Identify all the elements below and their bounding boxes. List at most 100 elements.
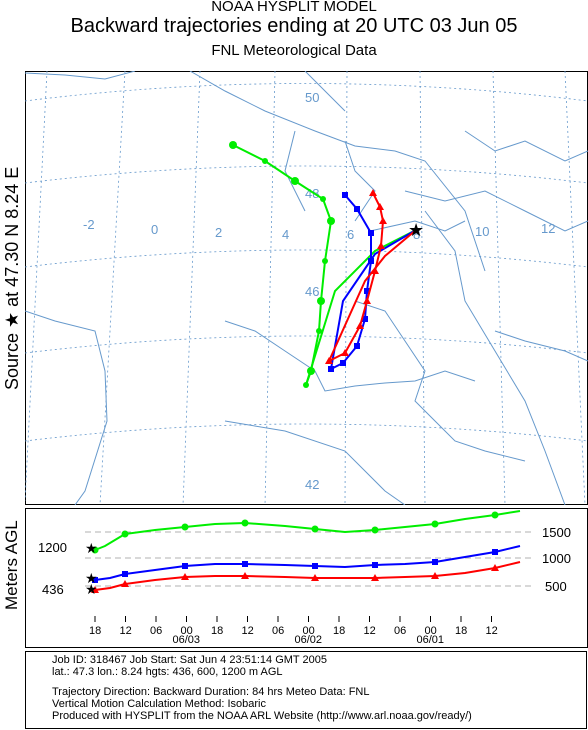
green-altitude-marker	[431, 520, 439, 528]
model-title: NOAA HYSPLIT MODEL	[211, 0, 377, 15]
green-altitude-marker	[491, 511, 499, 519]
green-altitude-marker	[371, 526, 379, 534]
start-star-icon: ★	[85, 540, 98, 556]
longitude-label: 0	[151, 222, 158, 237]
green-trajectory-marker	[317, 297, 325, 305]
red-altitude-line	[94, 561, 521, 591]
green-altitude-marker	[311, 525, 319, 533]
blue-trajectory-marker	[328, 366, 334, 372]
altitude-axis-label: Meters AGL	[2, 520, 21, 610]
direction-line: Trajectory Direction: Backward Duration:…	[52, 686, 370, 698]
red-altitude-marker	[241, 572, 249, 579]
green-trajectory-marker	[327, 217, 335, 225]
date-label-1: 06/03	[172, 634, 201, 646]
green-altitude-marker	[241, 519, 249, 527]
green-trajectory-marker	[307, 367, 315, 375]
red-altitude-marker	[91, 586, 99, 593]
date-label-3: 06/01	[416, 634, 445, 646]
start-star-icon: ★	[85, 570, 98, 586]
blue-altitude-marker	[492, 549, 498, 555]
red-trajectory-marker	[356, 322, 364, 329]
red-altitude-marker	[371, 574, 379, 581]
red-altitude-marker	[491, 564, 499, 571]
red-trajectory-marker	[369, 189, 377, 196]
map-frame	[25, 71, 588, 505]
green-trajectory-line	[232, 144, 333, 386]
red-altitude-marker	[311, 574, 319, 581]
blue-trajectory-marker	[364, 288, 370, 294]
time-tick-label: 18	[211, 625, 223, 637]
job-line: Job ID: 318467 Job Start: Sat Jun 4 23:5…	[52, 654, 327, 666]
vertical-method-line: Vertical Motion Calculation Method: Isob…	[52, 698, 266, 710]
time-tick-label: 00	[303, 625, 315, 637]
time-tick-label: 12	[120, 625, 132, 637]
start-height-label-low: 436	[42, 582, 64, 597]
latitude-label: 42	[305, 477, 319, 492]
time-tick-label: 12	[364, 625, 376, 637]
location-line: lat.: 47.3 lon.: 8.24 hgts: 436, 600, 12…	[52, 666, 283, 678]
blue-altitude-marker	[122, 571, 128, 577]
date-label-2: 06/02	[294, 634, 323, 646]
altitude-tick-label: 500	[545, 579, 567, 594]
blue-trajectory-marker	[368, 230, 374, 236]
green-altitude-line	[94, 510, 521, 551]
red-trajectory-marker	[363, 297, 371, 304]
blue-altitude-marker	[432, 559, 438, 565]
latitude-label: 46	[305, 284, 319, 299]
green-trajectory-marker	[291, 177, 299, 185]
time-tick-label: 18	[89, 625, 101, 637]
blue-trajectory-marker	[362, 316, 368, 322]
source-star-icon: ★	[408, 220, 424, 240]
time-tick-label: 06	[150, 625, 162, 637]
blue-trajectory-return-line	[330, 229, 417, 370]
red-altitude-marker	[121, 580, 129, 587]
time-tick-label: 06	[272, 625, 284, 637]
green-trajectory-marker	[229, 141, 237, 149]
time-tick-label: 12	[242, 625, 254, 637]
time-tick-label: 12	[486, 625, 498, 637]
blue-altitude-marker	[182, 563, 188, 569]
blue-trajectory-marker	[340, 360, 346, 366]
red-altitude-marker	[181, 573, 189, 580]
lat-lon-grid	[25, 71, 588, 505]
longitude-label: 4	[282, 227, 289, 242]
blue-trajectory-marker	[354, 206, 360, 212]
time-tick-label: 00	[181, 625, 193, 637]
longitude-label: 6	[347, 227, 354, 242]
blue-altitude-line	[94, 545, 521, 581]
blue-trajectory-marker	[354, 343, 360, 349]
coastlines	[25, 71, 588, 505]
data-source-title: FNL Meteorological Data	[211, 42, 377, 59]
blue-trajectory-marker	[368, 258, 374, 264]
produced-by-line: Produced with HYSPLIT from the NOAA ARL …	[52, 710, 472, 722]
green-trajectory-marker	[320, 196, 326, 202]
green-altitude-marker	[121, 530, 129, 538]
start-height-label-high: 1200	[38, 540, 67, 555]
time-tick-label: 18	[455, 625, 467, 637]
green-trajectory-return-line	[305, 229, 417, 386]
time-tick-label: 00	[425, 625, 437, 637]
altitude-tick-label: 1000	[542, 551, 571, 566]
blue-altitude-marker	[242, 561, 248, 567]
green-trajectory-marker	[303, 382, 309, 388]
blue-altitude-marker	[372, 562, 378, 568]
blue-trajectory-marker	[342, 192, 348, 198]
red-trajectory-marker	[377, 242, 385, 249]
longitude-label: 12	[541, 221, 555, 236]
latitude-label: 50	[305, 90, 319, 105]
green-trajectory-marker	[316, 328, 322, 334]
blue-altitude-marker	[92, 577, 98, 583]
blue-altitude-marker	[312, 563, 318, 569]
time-tick-label: 18	[333, 625, 345, 637]
longitude-label: 2	[215, 225, 222, 240]
start-star-icon: ★	[85, 581, 98, 597]
red-trajectory-marker	[325, 357, 333, 364]
trajectory-title: Backward trajectories ending at 20 UTC 0…	[70, 15, 518, 37]
green-trajectory-marker	[262, 158, 268, 164]
longitude-label: -2	[83, 217, 95, 232]
red-trajectory-marker	[379, 217, 387, 224]
longitude-label: 10	[475, 224, 489, 239]
time-tick-label: 06	[394, 625, 406, 637]
red-trajectory-marker	[341, 349, 349, 356]
